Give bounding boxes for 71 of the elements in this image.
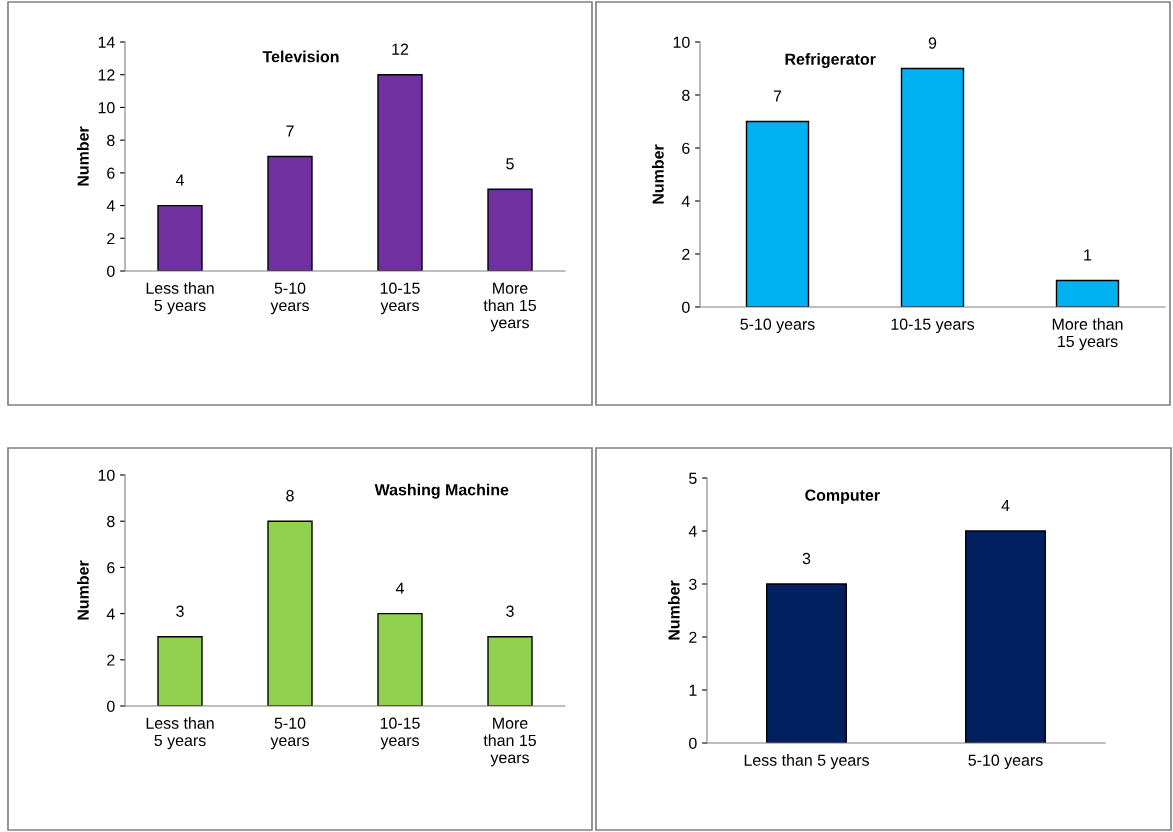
y-tick-label: 1 [689,684,697,696]
x-tick-label: 5-10 years [270,717,309,750]
bar [900,67,965,307]
x-tick-label: 10-15 years [380,717,420,750]
data-label: 4 [395,582,404,594]
chart-title: Television [262,50,339,63]
y-axis-title: Number [77,560,89,620]
y-tick-label: 6 [682,142,690,154]
y-tick-label: 5 [689,472,697,484]
y-tick-label: 6 [107,562,115,574]
y-tick-label: 4 [688,525,697,537]
y-tick-label: 6 [107,167,115,179]
y-tick-label: 2 [689,631,697,643]
y-tick-label: 4 [106,200,115,212]
y-tick-label: 0 [689,737,697,749]
y-tick-label: 10 [673,36,690,48]
bar [487,636,533,706]
x-tick-label: More than 15 years [483,717,536,767]
text: Computer [805,489,880,504]
x-tick-label: 5-10 years [270,282,309,315]
y-tick-label: 3 [689,578,697,590]
x-tick-label: Less than 5 years [146,282,214,315]
y-tick-label: 0 [107,265,115,277]
bar [1055,279,1120,307]
x-tick-label: 5-10 years [740,318,815,333]
y-axis-title: Number [667,580,680,640]
x-tick-label: More than 15 years [483,282,536,332]
data-label: 8 [286,490,294,502]
data-label: 4 [1001,500,1010,512]
bar [745,120,810,307]
data-label: 9 [928,37,937,49]
y-tick-label: 2 [107,654,115,666]
y-axis-title: Number [652,144,664,204]
y-tick-label: 2 [682,248,690,260]
y-tick-label: 8 [107,134,115,147]
y-tick-label: 12 [98,69,115,81]
x-tick-label: Less than 5 years [146,717,214,750]
y-tick-label: 2 [107,232,115,245]
bar [157,636,203,706]
y-tick-label: 4 [106,608,115,620]
data-label: 4 [175,174,184,186]
bar [267,155,313,271]
bar [487,188,533,271]
bar [377,612,423,706]
bar [267,520,313,706]
y-tick-label: 8 [107,515,115,528]
data-label: 3 [176,605,184,617]
y-axis-title: Number [77,126,89,186]
data-label: 1 [1084,249,1092,261]
data-label: 3 [506,605,514,617]
x-tick-label: Less than 5 years [744,754,869,769]
y-tick-label: 8 [682,89,690,101]
y-tick-label: 10 [98,102,115,114]
text: Refrigerator [785,53,876,69]
y-tick-label: 0 [682,301,690,313]
x-tick-label: More than 15 years [1052,318,1123,351]
bar [157,204,203,271]
x-tick-label: 10-15 years [891,318,975,333]
data-label: 7 [773,90,782,102]
text: Washing Machine [374,483,509,499]
bar [377,74,423,271]
y-tick-label: 10 [98,469,115,481]
data-label: 7 [286,125,294,137]
x-tick-label: 5-10 years [968,754,1043,769]
y-tick-label: 0 [107,700,115,712]
data-label: 5 [506,158,514,170]
y-tick-label: 4 [681,195,690,207]
data-label: 3 [802,552,811,565]
data-label: 12 [392,43,409,55]
y-tick-label: 14 [98,36,115,48]
x-tick-label: 10-15 years [380,282,420,315]
